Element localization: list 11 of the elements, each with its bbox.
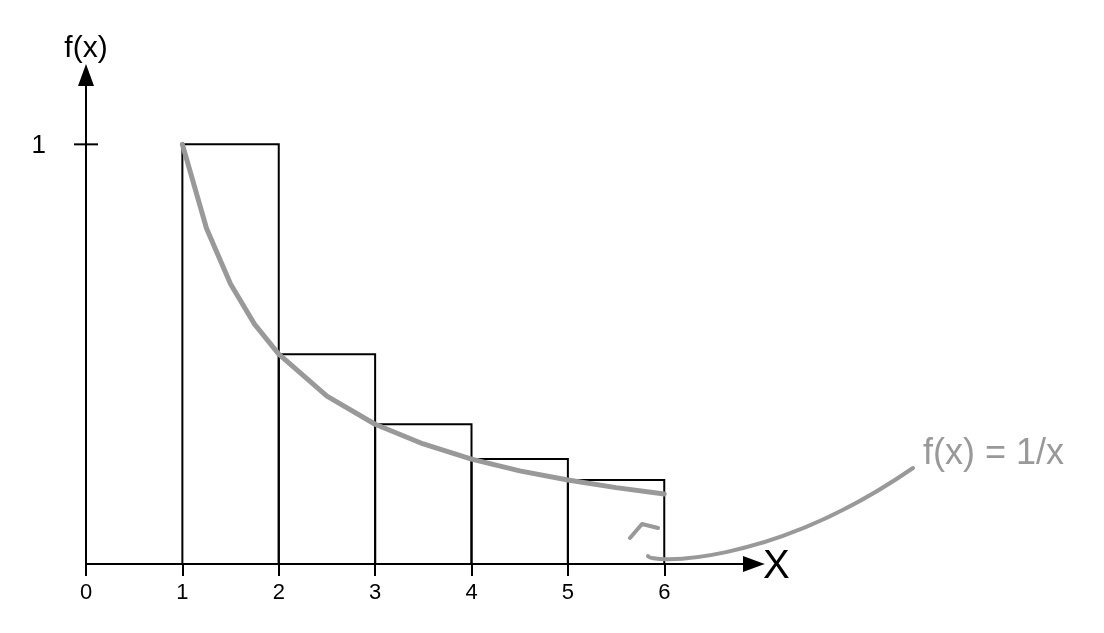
x-tick-label: 2: [272, 578, 285, 604]
x-tick-label: 4: [465, 578, 478, 604]
x-tick-label: 0: [79, 578, 93, 604]
text: f(x) = 1/x: [923, 430, 1065, 472]
text: 1: [31, 129, 46, 160]
x-tick-label: 3: [369, 578, 382, 604]
x-axis-title: X: [763, 542, 790, 586]
x-tick-label: 6: [658, 578, 671, 604]
y-axis-title: f(x): [64, 29, 108, 63]
x-tick-label: 5: [561, 578, 575, 604]
x-tick-label: 1: [176, 578, 189, 604]
